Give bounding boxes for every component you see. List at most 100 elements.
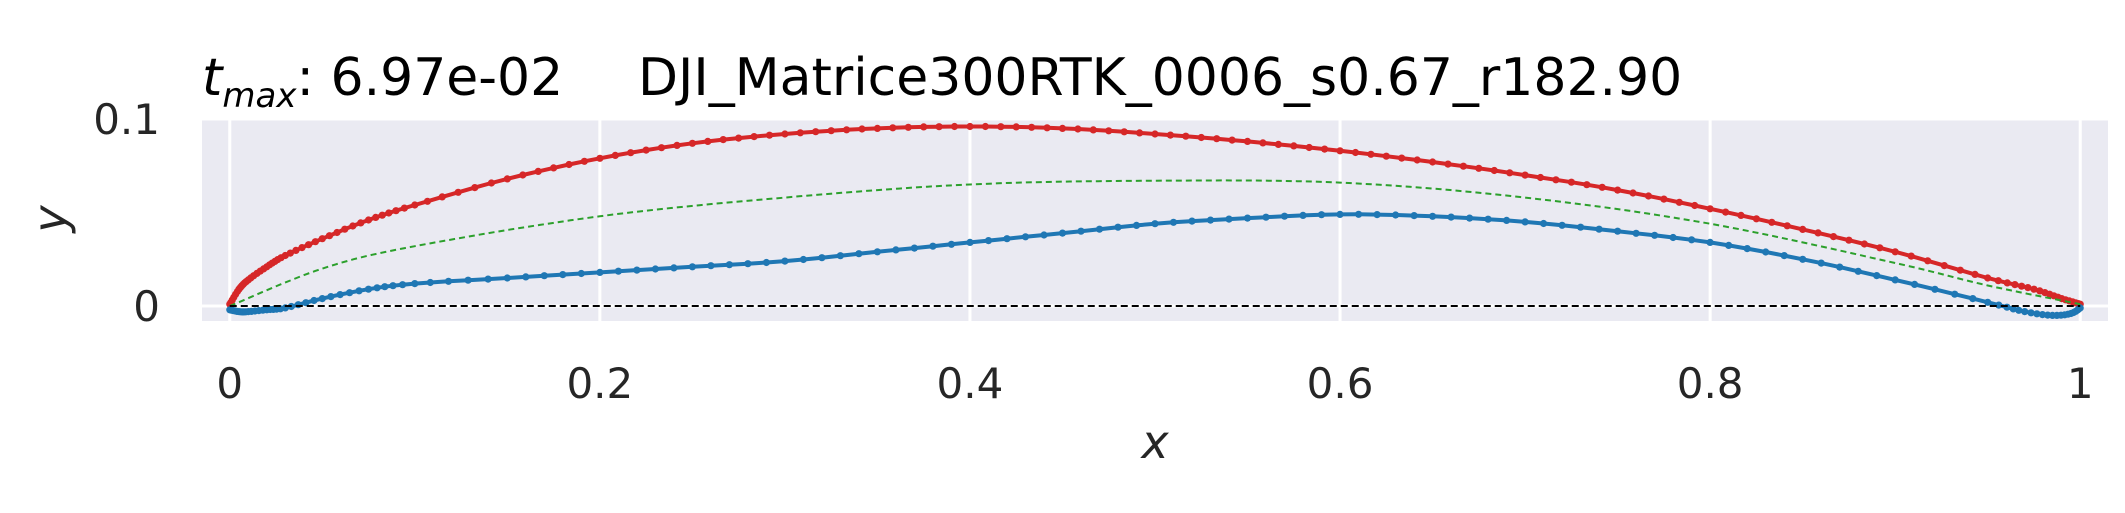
upper-surface-point	[1598, 183, 1606, 191]
upper-surface-point	[519, 171, 527, 179]
upper-surface-point	[333, 228, 341, 237]
lower-surface-point	[327, 293, 335, 301]
upper-surface-point	[311, 238, 319, 246]
lower-surface-point	[1114, 223, 1122, 231]
x-axis-label: x	[1139, 415, 1169, 469]
upper-surface-point	[858, 125, 866, 133]
upper-surface-point	[1290, 142, 1298, 150]
lower-surface-point	[1743, 245, 1751, 253]
upper-surface-point	[966, 122, 974, 131]
upper-surface-point	[378, 211, 386, 219]
upper-surface-point	[1213, 135, 1221, 143]
lower-surface-point	[1836, 263, 1844, 271]
upper-surface-point	[1891, 248, 1899, 256]
lower-surface-point	[781, 257, 789, 265]
lower-surface-point	[1003, 235, 1011, 243]
lower-surface-point	[2027, 309, 2035, 317]
upper-surface-point	[920, 123, 928, 131]
lower-surface-point	[892, 246, 900, 254]
lower-surface-point	[910, 244, 919, 252]
lower-surface-point	[1262, 213, 1270, 221]
x-tick-label: 0.4	[937, 359, 1004, 408]
upper-surface-point	[1274, 140, 1282, 148]
chart-title-name: DJI_Matrice300RTK_0006_s0.67_r182.90	[638, 48, 1682, 108]
lower-surface-point	[1169, 218, 1178, 226]
lower-surface-point	[762, 258, 771, 267]
lower-surface-point	[1725, 241, 1733, 249]
lower-surface-point	[725, 261, 734, 269]
upper-surface-point	[657, 144, 666, 152]
upper-surface-point	[1907, 252, 1915, 260]
lower-surface-point	[355, 287, 363, 295]
upper-surface-point	[2003, 279, 2011, 287]
lower-surface-point	[1706, 238, 1714, 246]
upper-surface-point	[1413, 156, 1421, 164]
upper-surface-point	[627, 149, 635, 157]
lower-surface-point	[929, 242, 937, 250]
upper-surface-point	[950, 122, 959, 131]
lower-surface-point	[318, 295, 326, 303]
upper-surface-point	[1845, 236, 1853, 244]
upper-surface-point	[1737, 211, 1745, 219]
upper-surface-point	[1814, 229, 1822, 237]
lower-surface-point	[1280, 212, 1289, 220]
upper-surface-point	[1367, 150, 1375, 158]
x-tick-label: 0.8	[1677, 359, 1744, 408]
y-axis-label: y	[23, 205, 77, 235]
upper-surface-point	[935, 123, 943, 131]
upper-surface-point	[1336, 147, 1344, 155]
plot-area	[202, 119, 2108, 321]
lower-surface-point	[855, 250, 863, 258]
lower-surface-point	[484, 275, 492, 283]
lower-surface-point	[1873, 272, 1881, 280]
tick-labels: 0 0.2 0.4 0.6 0.8 1 0 0.1	[93, 95, 2093, 408]
upper-surface-point	[292, 246, 300, 254]
upper-surface-point	[357, 219, 365, 227]
upper-surface-point	[688, 139, 697, 147]
upper-surface-point	[1105, 127, 1113, 135]
upper-surface-point	[471, 184, 479, 192]
upper-surface-point	[1321, 145, 1329, 153]
chart-title-prefix: tmax: 6.97e-02	[202, 48, 563, 116]
upper-surface-point	[719, 136, 727, 144]
lower-surface-point	[966, 238, 974, 246]
lower-surface-point	[2021, 308, 2029, 316]
lower-surface-point	[389, 282, 397, 290]
upper-surface-point	[1120, 128, 1128, 136]
lower-surface-point	[2033, 310, 2041, 318]
lower-surface-point	[522, 273, 530, 281]
lower-surface-point	[1317, 211, 1326, 219]
lower-surface-point	[310, 296, 318, 305]
lower-surface-point	[1651, 231, 1659, 239]
upper-surface-point	[400, 204, 408, 212]
upper-surface-point	[981, 122, 990, 131]
lower-surface-point	[1373, 211, 1381, 219]
upper-surface-point	[796, 129, 804, 137]
lower-surface-point	[1151, 220, 1159, 228]
lower-surface-point	[1688, 236, 1696, 244]
upper-surface-point	[642, 146, 650, 154]
upper-surface-point	[286, 249, 294, 257]
upper-surface-point	[1243, 137, 1252, 145]
upper-surface-point	[1228, 136, 1236, 144]
upper-surface-point	[1475, 164, 1483, 172]
lower-surface-point	[464, 276, 472, 284]
lower-surface-point	[1931, 285, 1939, 293]
upper-surface-point	[423, 197, 432, 205]
upper-surface-point	[1660, 195, 1668, 203]
upper-surface-point	[1151, 130, 1159, 138]
lower-surface-point	[1077, 227, 1085, 235]
upper-surface-point	[1197, 133, 1205, 142]
upper-surface-point	[827, 127, 835, 135]
upper-surface-point	[298, 244, 306, 252]
lower-surface-point	[2038, 311, 2047, 319]
upper-surface-point	[997, 123, 1005, 131]
upper-surface-point	[1940, 262, 1948, 270]
lower-surface-point	[1484, 215, 1492, 223]
lower-surface-point	[503, 274, 511, 282]
upper-surface-point	[580, 157, 589, 165]
upper-surface-point	[1043, 124, 1051, 132]
upper-surface-point	[611, 151, 619, 159]
upper-surface-point	[765, 131, 774, 139]
upper-surface-point	[341, 225, 349, 233]
